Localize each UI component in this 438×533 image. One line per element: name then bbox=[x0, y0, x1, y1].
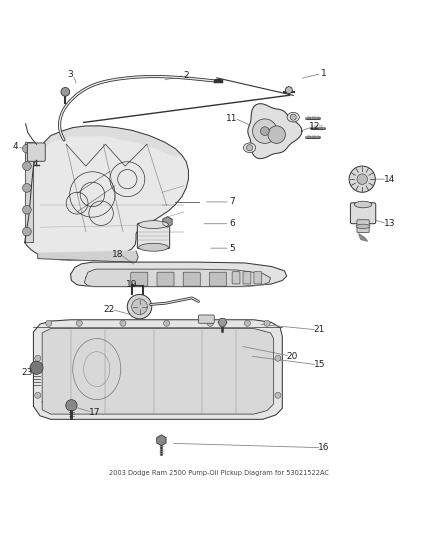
Text: 13: 13 bbox=[384, 219, 395, 228]
Text: 21: 21 bbox=[314, 325, 325, 334]
Circle shape bbox=[286, 87, 292, 94]
Text: 6: 6 bbox=[229, 219, 235, 228]
Text: 16: 16 bbox=[318, 443, 329, 452]
Text: 7: 7 bbox=[229, 197, 235, 206]
Circle shape bbox=[290, 114, 296, 120]
Text: 2: 2 bbox=[184, 71, 189, 80]
FancyBboxPatch shape bbox=[157, 272, 174, 286]
Ellipse shape bbox=[287, 112, 299, 122]
Ellipse shape bbox=[244, 143, 256, 152]
Polygon shape bbox=[38, 126, 182, 155]
FancyBboxPatch shape bbox=[350, 203, 376, 224]
FancyBboxPatch shape bbox=[357, 220, 369, 232]
Circle shape bbox=[120, 320, 126, 326]
Circle shape bbox=[132, 299, 148, 314]
Ellipse shape bbox=[356, 224, 370, 229]
Text: 4: 4 bbox=[12, 142, 18, 151]
Circle shape bbox=[275, 355, 281, 361]
Text: 11: 11 bbox=[226, 114, 238, 123]
Text: 3: 3 bbox=[68, 70, 74, 79]
Ellipse shape bbox=[354, 201, 372, 208]
Circle shape bbox=[207, 320, 213, 326]
Polygon shape bbox=[248, 104, 302, 159]
Circle shape bbox=[163, 320, 170, 326]
Polygon shape bbox=[163, 217, 172, 227]
Text: 17: 17 bbox=[89, 408, 100, 417]
Circle shape bbox=[357, 174, 367, 184]
Ellipse shape bbox=[139, 221, 168, 229]
Circle shape bbox=[22, 227, 31, 236]
Ellipse shape bbox=[139, 244, 168, 251]
Circle shape bbox=[22, 144, 31, 153]
FancyBboxPatch shape bbox=[209, 272, 226, 286]
Text: 14: 14 bbox=[384, 175, 395, 184]
Polygon shape bbox=[218, 319, 227, 326]
Circle shape bbox=[349, 166, 375, 192]
Text: 18: 18 bbox=[112, 250, 124, 259]
Text: 12: 12 bbox=[309, 122, 321, 131]
Circle shape bbox=[22, 205, 31, 214]
Text: 20: 20 bbox=[286, 351, 298, 360]
Text: 19: 19 bbox=[126, 280, 138, 289]
Circle shape bbox=[244, 320, 251, 326]
Text: 15: 15 bbox=[314, 360, 325, 369]
Polygon shape bbox=[33, 320, 283, 419]
FancyBboxPatch shape bbox=[138, 223, 170, 248]
FancyBboxPatch shape bbox=[232, 272, 240, 284]
Polygon shape bbox=[42, 328, 274, 414]
FancyBboxPatch shape bbox=[243, 272, 251, 284]
Circle shape bbox=[268, 126, 286, 143]
Text: 5: 5 bbox=[229, 244, 235, 253]
Circle shape bbox=[247, 144, 253, 151]
Circle shape bbox=[66, 400, 77, 411]
Polygon shape bbox=[157, 435, 166, 446]
Polygon shape bbox=[38, 251, 138, 262]
FancyBboxPatch shape bbox=[183, 272, 200, 286]
Circle shape bbox=[22, 161, 31, 171]
Circle shape bbox=[264, 320, 270, 326]
Circle shape bbox=[30, 361, 43, 374]
Circle shape bbox=[22, 183, 31, 192]
Circle shape bbox=[261, 127, 269, 135]
Circle shape bbox=[76, 320, 82, 326]
Polygon shape bbox=[85, 269, 271, 287]
Circle shape bbox=[127, 294, 152, 319]
Circle shape bbox=[253, 119, 277, 143]
Circle shape bbox=[275, 392, 281, 398]
FancyBboxPatch shape bbox=[27, 143, 45, 161]
Polygon shape bbox=[359, 234, 367, 241]
Text: 2003 Dodge Ram 2500 Pump-Oil Pickup Diagram for 53021522AC: 2003 Dodge Ram 2500 Pump-Oil Pickup Diag… bbox=[109, 470, 329, 475]
FancyBboxPatch shape bbox=[131, 272, 148, 286]
Circle shape bbox=[35, 392, 41, 398]
Circle shape bbox=[35, 355, 41, 361]
Polygon shape bbox=[71, 262, 287, 287]
Circle shape bbox=[46, 320, 52, 326]
Polygon shape bbox=[25, 126, 188, 261]
FancyBboxPatch shape bbox=[254, 272, 262, 284]
Text: 1: 1 bbox=[321, 69, 327, 78]
Text: 22: 22 bbox=[103, 305, 115, 314]
Circle shape bbox=[61, 87, 70, 96]
Text: 23: 23 bbox=[21, 368, 32, 377]
Polygon shape bbox=[25, 142, 33, 243]
FancyBboxPatch shape bbox=[198, 315, 214, 323]
